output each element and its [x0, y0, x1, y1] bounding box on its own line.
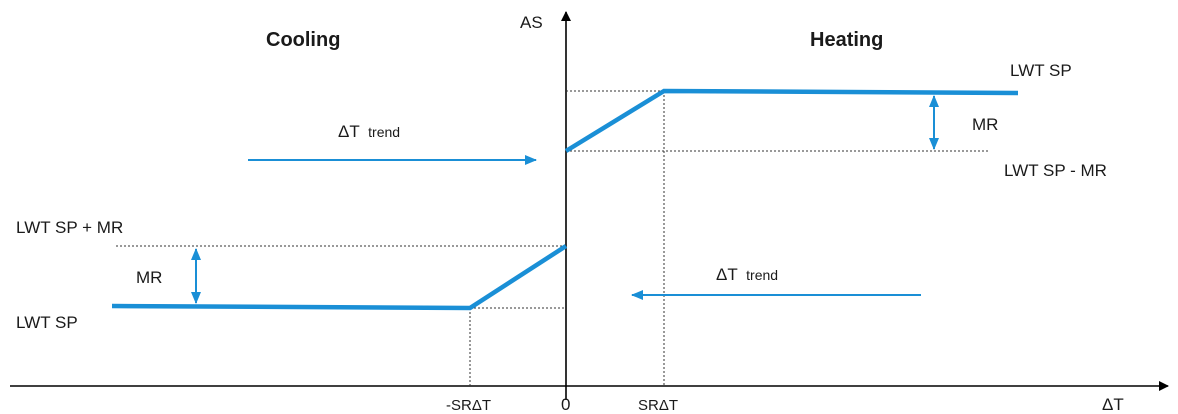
y-axis-label: AS	[520, 13, 543, 32]
heating-mr-label: MR	[972, 115, 998, 134]
region-heating: Heating	[810, 29, 883, 51]
heating-sp-label: LWT SP	[1010, 61, 1072, 80]
trend-top-word: trend	[368, 124, 400, 140]
cooling-sp-label: LWT SP	[16, 313, 78, 332]
trend-label-bottom: ΔT trend	[716, 265, 778, 284]
x-axis-label: ΔT	[1102, 395, 1124, 414]
trend-top-delta: ΔT	[338, 122, 359, 141]
tick-pos-sr: SRΔT	[638, 397, 678, 414]
cooling-sp-plus-label: LWT SP + MR	[16, 218, 123, 237]
trend-bottom-delta: ΔT	[716, 265, 737, 284]
trend-label-top: ΔT trend	[338, 122, 400, 141]
cooling-reset-curve	[111, 244, 568, 311]
cooling-mr-label: MR	[136, 268, 162, 287]
heating-sp-minus-label: LWT SP - MR	[1004, 161, 1107, 180]
guide-lines	[116, 90, 990, 386]
heating-reset-curve	[564, 88, 1019, 153]
origin-label: 0	[561, 395, 570, 414]
tick-neg-sr: -SRΔT	[446, 397, 491, 414]
region-cooling: Cooling	[266, 29, 340, 51]
trend-bottom-word: trend	[746, 267, 778, 283]
